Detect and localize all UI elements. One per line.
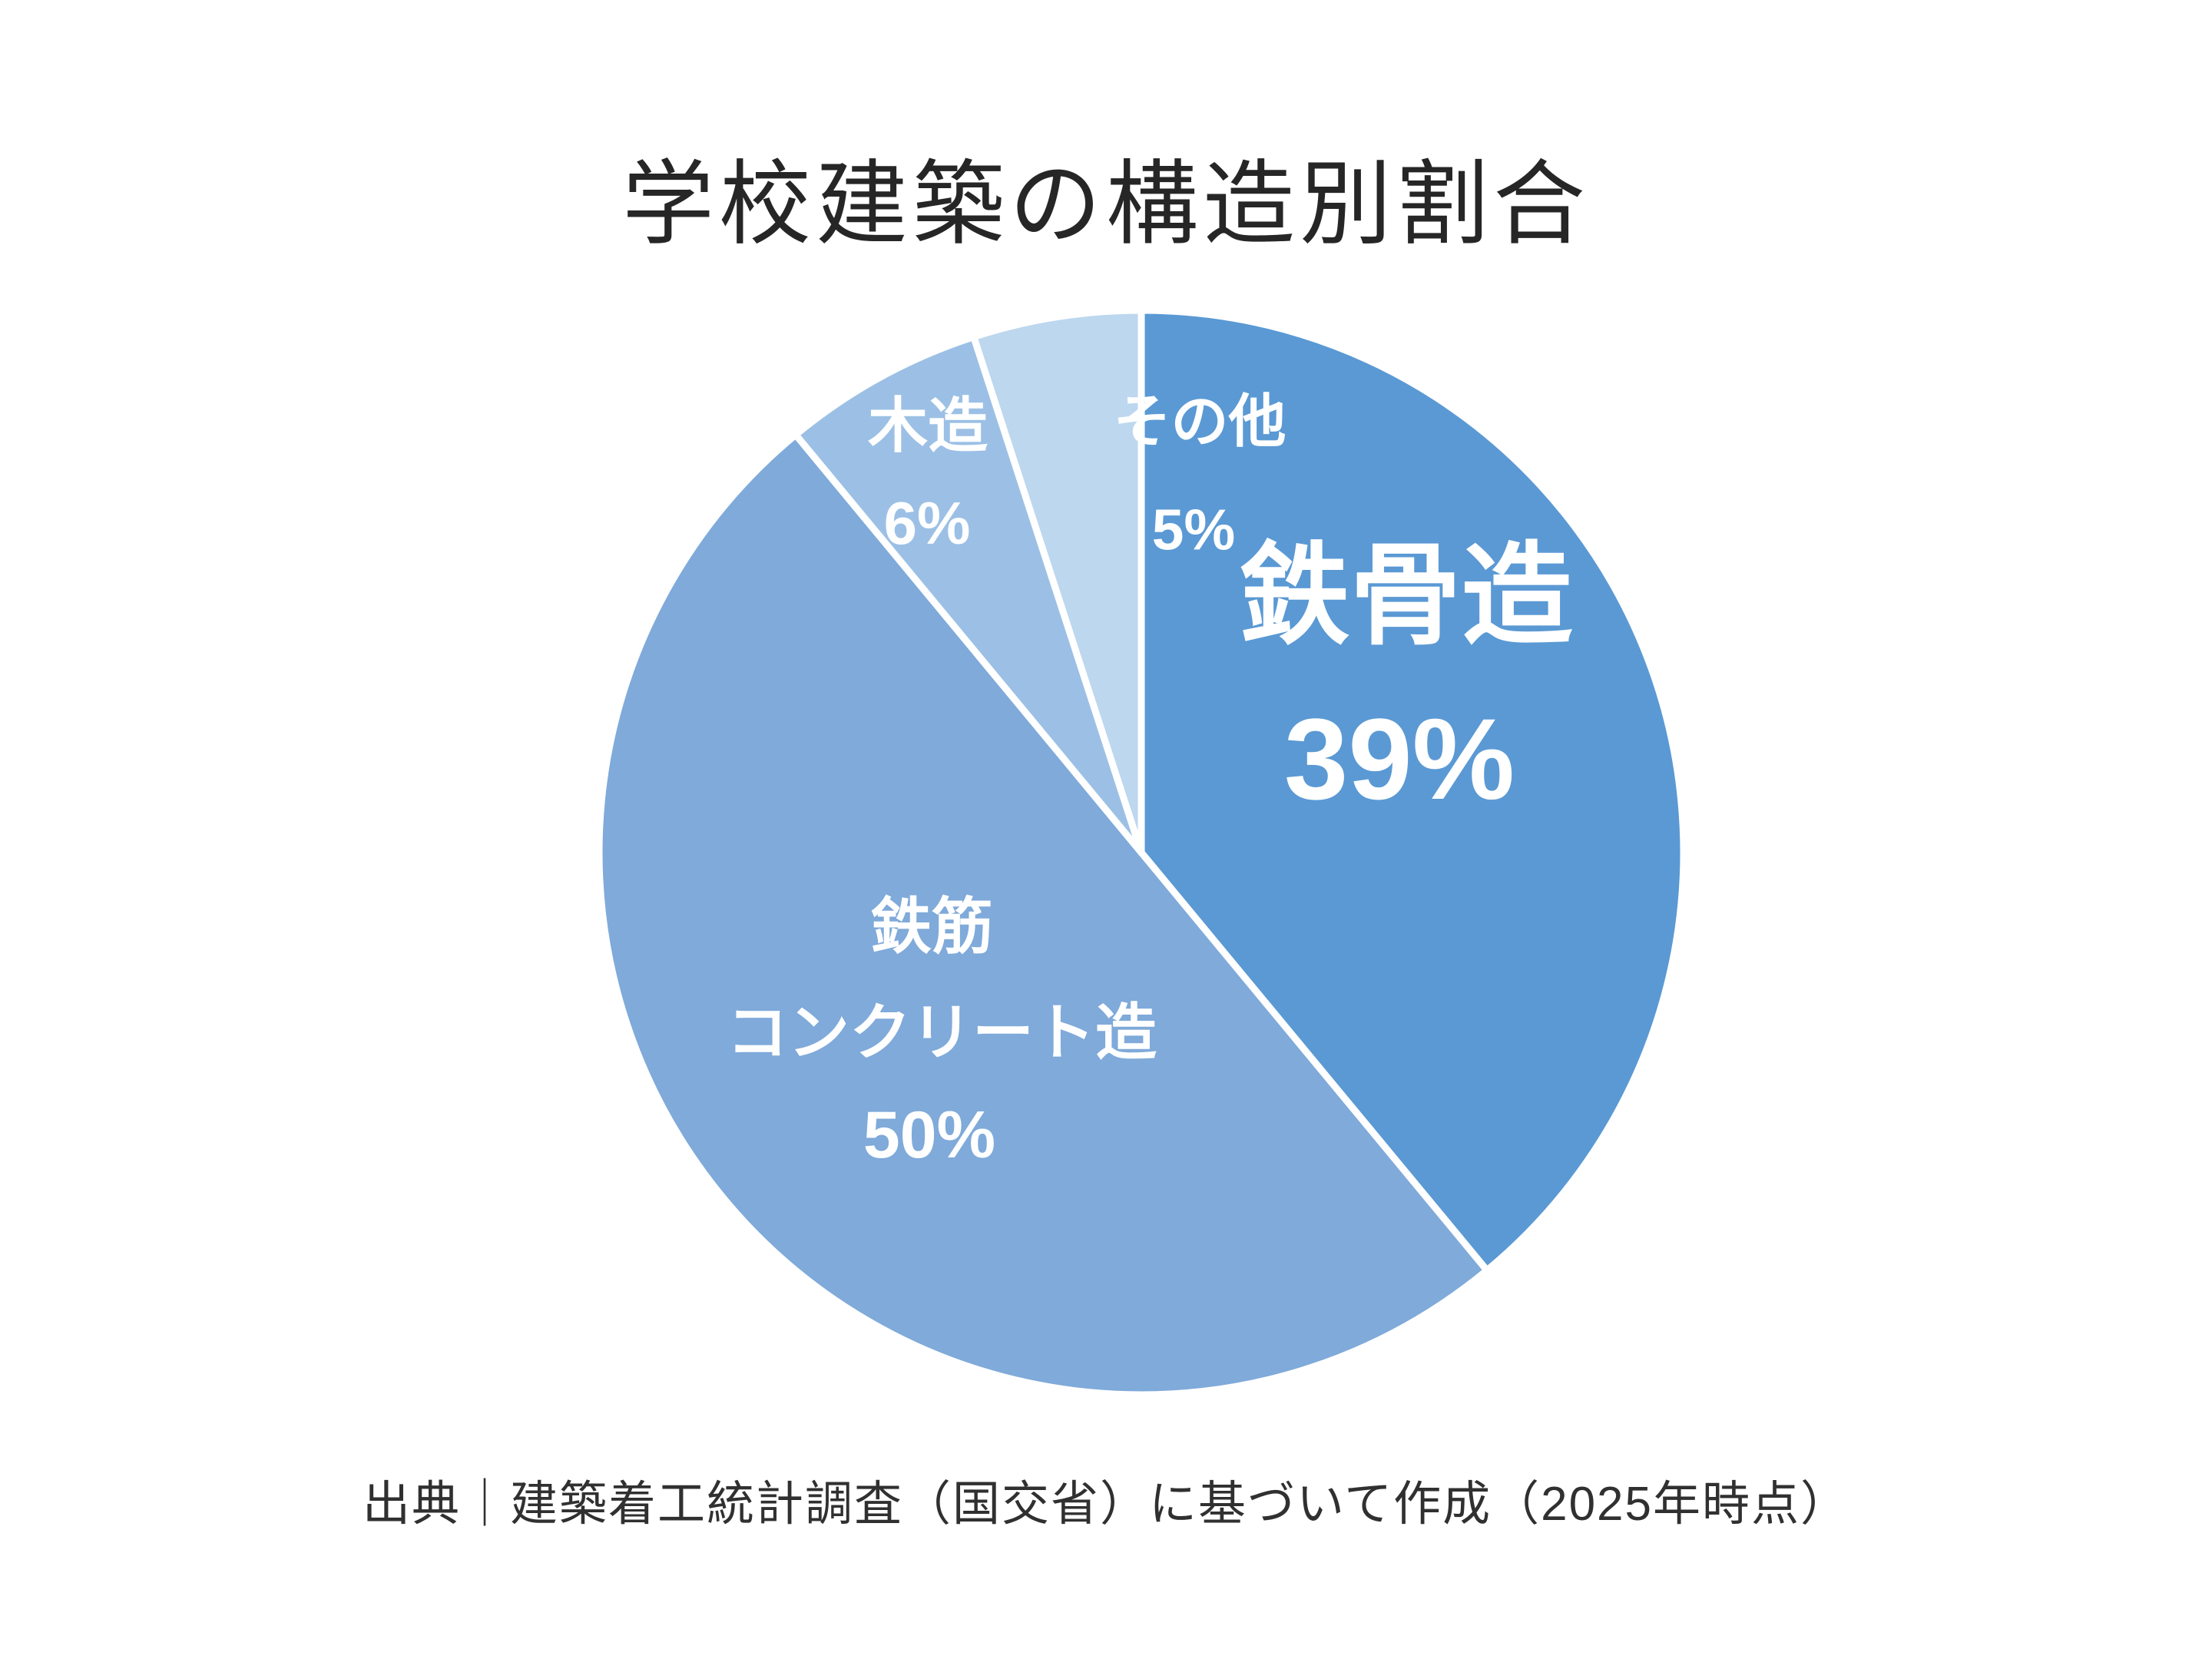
pie-slice-2 (792, 333, 1145, 856)
pie-slice-3 (970, 306, 1145, 856)
slice-label-steel-name: 鉄骨造 (1238, 533, 1573, 658)
slice-label-reinforced-concrete-name-line1: 鉄筋 (870, 892, 993, 961)
slice-label-reinforced-concrete-name-line2: コンクリート造 (727, 998, 1157, 1067)
source-note: 出典｜建築着工統計調査（国交省）に基づいて作成（2025年時点） (362, 1478, 1850, 1531)
slice-label-wood-percent: 6% (883, 489, 971, 557)
chart-title: 学校建築の構造別割合 (622, 153, 1590, 256)
pie-slice-1 (595, 431, 1491, 1399)
slice-label-steel-percent: 39% (1283, 694, 1515, 823)
slice-label-reinforced-concrete-percent: 50% (863, 1098, 996, 1172)
slice-label-other-name: その他 (1113, 389, 1286, 454)
slice-label-wood-name: 木造 (867, 392, 988, 459)
pie-slice-0 (1137, 306, 1687, 1274)
slice-label-other-percent: 5% (1151, 497, 1236, 562)
